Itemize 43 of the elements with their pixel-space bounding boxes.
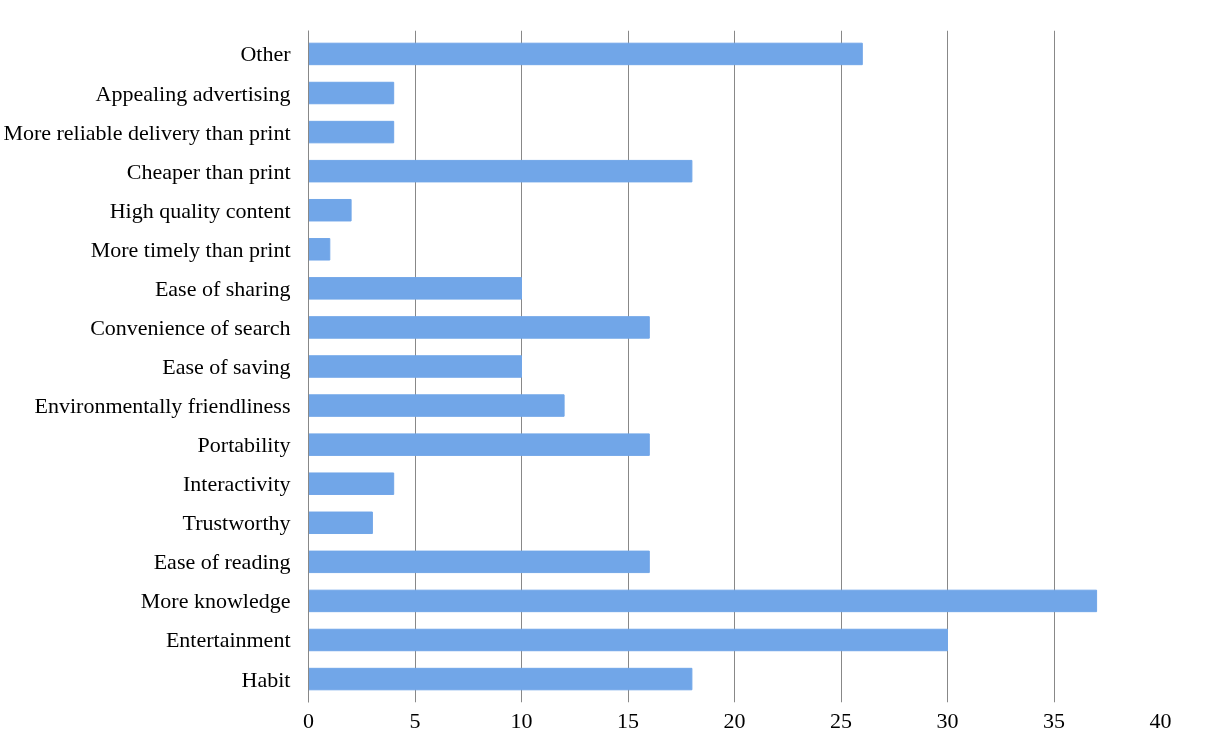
bar [308,628,948,652]
y-tick-label: Ease of sharing [154,275,291,301]
bar [308,120,395,144]
x-tick-label: 10 [510,707,533,733]
y-tick-label: More reliable delivery than print [3,119,291,145]
y-tick-label: Ease of saving [162,354,291,379]
x-tick-label: 35 [1043,707,1065,733]
bar [308,667,693,691]
bar [308,238,331,261]
y-tick-label: Environmentally friendliness [34,393,291,419]
bar [308,511,373,535]
bar [308,316,650,339]
x-tick-label: 0 [303,707,314,733]
y-tick-label: Interactivity [182,471,291,497]
y-tick-label: Ease of reading [153,549,291,575]
bar [308,472,395,495]
x-tick-label: 40 [1149,707,1172,733]
y-tick-label: Appealing advertising [95,80,291,106]
bar [308,355,522,378]
bar [308,198,352,222]
y-tick-label: Entertainment [165,627,291,653]
bar [308,589,1098,613]
bar [308,550,650,574]
y-tick-label: Other [240,41,292,67]
bar [308,277,522,300]
x-tick-label: 15 [617,707,639,733]
bar [308,42,863,66]
x-tick-label: 25 [830,707,852,733]
y-tick-label: Convenience of search [90,314,291,340]
x-tick-label: 30 [936,707,959,733]
x-tick-label: 20 [723,707,746,733]
bar [308,433,650,456]
bar [308,81,395,105]
y-tick-label: High quality content [109,197,291,223]
bar [308,159,693,183]
y-tick-label: Trustworthy [182,510,291,536]
y-tick-label: Cheaper than print [126,158,291,184]
x-tick-label: 5 [409,707,421,733]
y-tick-label: Habit [241,666,291,692]
y-tick-label: More timely than print [90,236,291,262]
y-tick-label: More knowledge [140,588,291,614]
bar [308,394,565,417]
y-tick-label: Portability [197,432,291,458]
